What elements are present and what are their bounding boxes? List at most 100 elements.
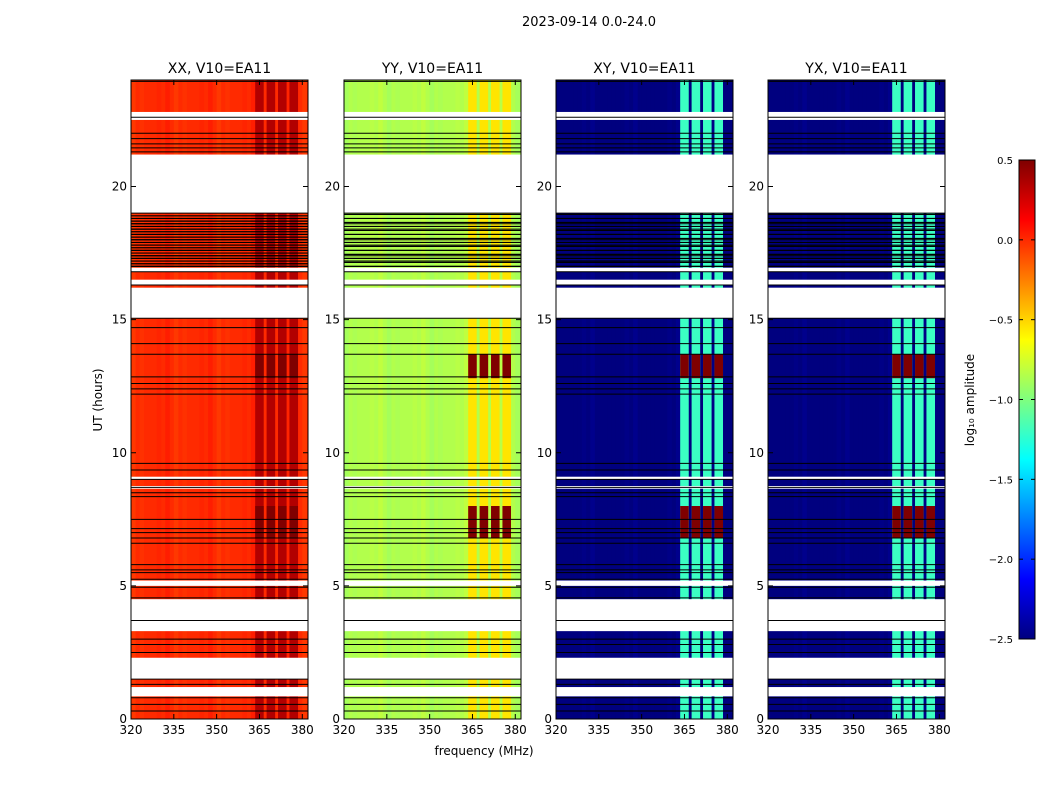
panel-frame	[130, 79, 309, 720]
flag-gap	[131, 267, 308, 272]
flag-gap	[344, 476, 521, 480]
colorbar-tick-label: −2.0	[989, 555, 1013, 566]
y-tick-label: 5	[119, 579, 127, 593]
freq-streak	[607, 80, 612, 719]
y-tick-label: 10	[112, 446, 127, 460]
hot-patch	[468, 506, 477, 538]
freq-streak	[667, 80, 672, 719]
hot-patch	[691, 354, 701, 379]
freq-streak	[395, 80, 400, 719]
freq-streak	[650, 80, 655, 719]
flag-gap	[131, 580, 308, 586]
flag-gap	[556, 687, 733, 697]
x-tick-label: 350	[842, 723, 865, 737]
hot-patch	[255, 506, 264, 538]
hot-patch	[903, 354, 913, 379]
y-tick-label: 10	[537, 446, 552, 460]
freq-streak	[242, 80, 247, 719]
flag-gap	[344, 599, 521, 632]
hot-patch	[926, 506, 936, 538]
flag-gap	[768, 279, 945, 286]
freq-streak	[139, 80, 145, 719]
flag-gap	[344, 111, 521, 120]
hot-patch	[468, 354, 477, 379]
flag-gap	[131, 657, 308, 680]
y-tick-label: 10	[325, 446, 340, 460]
hot-patch	[289, 354, 299, 379]
x-tick-label: 365	[248, 723, 271, 737]
band-column	[491, 80, 500, 719]
panel: YX, V10=EA11 320 335 350 365 380 0 5 10 15 20	[749, 61, 951, 737]
x-tick-label: 380	[291, 723, 314, 737]
x-tick-label: 380	[928, 723, 951, 737]
flag-gap	[768, 580, 945, 586]
hot-patch	[266, 506, 276, 538]
y-tick-label: 0	[544, 712, 552, 726]
freq-streak	[412, 80, 418, 719]
hot-patch	[502, 506, 512, 538]
x-tick-label: 365	[885, 723, 908, 737]
y-tick-label: 5	[756, 579, 764, 593]
x-tick-label: 380	[716, 723, 739, 737]
freq-streak	[463, 80, 469, 719]
freq-streak	[216, 80, 222, 719]
colorbar-tick-label: −1.0	[989, 396, 1013, 407]
band-column	[926, 80, 936, 719]
flag-gap	[344, 267, 521, 272]
flag-gap	[131, 476, 308, 480]
freq-streak	[498, 80, 503, 719]
freq-streak	[250, 80, 256, 719]
freq-streak	[853, 80, 859, 719]
hot-patch	[491, 506, 500, 538]
hot-patch	[680, 506, 689, 538]
flag-gap	[556, 154, 733, 214]
x-tick-label: 335	[799, 723, 822, 737]
y-axis-label: UT (hours)	[91, 368, 105, 431]
freq-streak	[939, 80, 944, 719]
x-tick-label: 320	[333, 723, 356, 737]
freq-streak	[590, 80, 595, 719]
freq-streak	[641, 80, 647, 719]
hot-patch	[289, 506, 299, 538]
hot-patch	[915, 354, 924, 379]
band-column	[266, 80, 276, 719]
flag-gap	[768, 287, 945, 319]
freq-streak	[615, 80, 621, 719]
band-column	[691, 80, 701, 719]
x-tick-label: 350	[205, 723, 228, 737]
freq-streak	[285, 80, 290, 719]
hot-patch	[926, 354, 936, 379]
freq-streak	[793, 80, 799, 719]
hot-patch	[479, 506, 489, 538]
freq-streak	[710, 80, 715, 719]
freq-streak	[199, 80, 205, 719]
x-axis-label: frequency (MHz)	[434, 744, 533, 758]
freq-streak	[658, 80, 664, 719]
y-tick-label: 15	[749, 313, 764, 327]
hot-patch	[278, 506, 287, 538]
freq-streak	[446, 80, 452, 719]
freq-streak	[173, 80, 179, 719]
freq-streak	[515, 80, 520, 719]
flag-gap	[131, 687, 308, 697]
freq-streak	[879, 80, 884, 719]
flag-gap	[768, 599, 945, 632]
flag-gap	[344, 279, 521, 286]
freq-streak	[182, 80, 187, 719]
freq-streak	[233, 80, 239, 719]
x-tick-label: 320	[120, 723, 143, 737]
panel: XX, V10=EA11 320 335 350 365 380 0 5 10 15 20	[112, 61, 314, 737]
freq-streak	[819, 80, 824, 719]
figure-title: 2023-09-14 0.0-24.0	[522, 15, 656, 30]
band-column	[915, 80, 924, 719]
panel-frame	[343, 79, 522, 720]
x-tick-label: 380	[504, 723, 527, 737]
hot-patch	[255, 354, 264, 379]
panel-title: XX, V10=EA11	[168, 61, 271, 77]
freq-streak	[727, 80, 732, 719]
band-column	[892, 80, 901, 719]
flag-gap	[556, 580, 733, 586]
panel-title: YY, V10=EA11	[381, 61, 483, 77]
y-tick-label: 0	[756, 712, 764, 726]
panel-plot-area	[556, 80, 733, 719]
